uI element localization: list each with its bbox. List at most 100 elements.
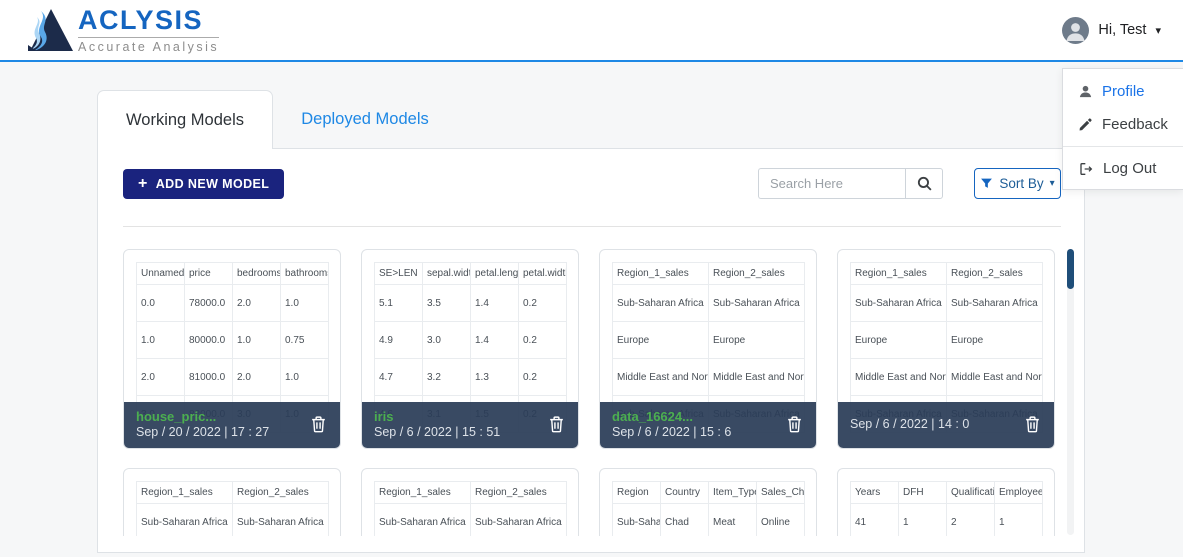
pencil-icon <box>1079 118 1092 131</box>
table-row: 1.0 80000.0 1.0 0.75 <box>136 321 329 359</box>
column-header: Region_1_sales <box>850 262 947 285</box>
table-row: Europe Europe <box>850 321 1043 359</box>
magnifier-icon <box>917 176 932 191</box>
model-card[interactable]: Region_1_sales Region_2_sales Sub-Saharan… <box>361 468 579 536</box>
table-cell: 1.3 <box>470 358 519 396</box>
column-header: Region_2_sales <box>946 262 1043 285</box>
column-header: price <box>184 262 233 285</box>
column-header: Region_1_sales <box>374 481 471 504</box>
brand-title: ACLYSIS <box>78 6 220 38</box>
table-cell: Sub-Saharan Africa <box>612 284 709 322</box>
trash-icon[interactable] <box>309 414 328 434</box>
cards-scrollbar-thumb[interactable] <box>1067 249 1074 289</box>
table-cell: 80000.0 <box>184 321 233 359</box>
table-cell: 1.0 <box>232 321 281 359</box>
table-cell: 1.4 <box>470 284 519 322</box>
user-greeting: Hi, Test <box>1098 22 1147 38</box>
column-header: Unnamed: 0 <box>136 262 185 285</box>
brand-logo-icon <box>28 9 73 51</box>
table-cell: 0.2 <box>518 358 567 396</box>
trash-icon[interactable] <box>1023 414 1042 434</box>
column-header: SE>LEN <box>374 262 423 285</box>
dataset-preview-table: Region_1_sales Region_2_sales Sub-Saharan… <box>374 481 567 536</box>
tab-label: Deployed Models <box>301 110 429 128</box>
model-date: Sep / 6 / 2022 | 15 : 6 <box>612 425 732 439</box>
model-card[interactable]: Region_1_sales Region_2_sales Sub-Saharan… <box>123 468 341 536</box>
table-cell: Sub-Saharan Africa <box>374 503 471 536</box>
table-row: 0.0 78000.0 2.0 1.0 <box>136 284 329 322</box>
table-header-row: YearsDFHQualificationEmployeeNumber <box>850 481 1043 504</box>
table-cell: Middle East and North Africa <box>612 358 709 396</box>
table-cell: Sub-Saharan Africa <box>946 284 1043 322</box>
column-header: Region_2_sales <box>232 481 329 504</box>
table-cell: Middle East and North Africa <box>946 358 1043 396</box>
dataset-preview-table: YearsDFHQualificationEmployeeNumber 4112… <box>850 481 1043 536</box>
toolbar-divider <box>123 226 1061 227</box>
model-card[interactable]: YearsDFHQualificationEmployeeNumber 4112… <box>837 468 1055 536</box>
table-cell: Sub-Saharan Africa <box>612 503 661 536</box>
table-cell: Europe <box>946 321 1043 359</box>
model-card[interactable]: Region_1_sales Region_2_sales Sub-Saharan… <box>837 249 1055 449</box>
table-cell: 1.4 <box>470 321 519 359</box>
funnel-icon <box>981 178 993 188</box>
model-date: Sep / 6 / 2022 | 14 : 0 <box>850 417 970 431</box>
table-cell: 2 <box>946 503 995 536</box>
search-input[interactable] <box>758 168 905 199</box>
table-cell: Sub-Saharan Africa <box>470 503 567 536</box>
table-cell: 81000.0 <box>184 358 233 396</box>
model-card[interactable]: Unnamed: 0pricebedroomsbathrooms 0.07800… <box>123 249 341 449</box>
trash-icon[interactable] <box>785 414 804 434</box>
model-card-footer: Sep / 6 / 2022 | 14 : 0 <box>838 402 1054 448</box>
column-header: Region_2_sales <box>708 262 805 285</box>
model-card-meta: iris Sep / 6 / 2022 | 15 : 51 <box>374 405 500 443</box>
model-date: Sep / 20 / 2022 | 17 : 27 <box>136 425 270 439</box>
table-cell: 2.0 <box>232 284 281 322</box>
add-new-model-label: ADD NEW MODEL <box>155 177 270 191</box>
table-cell: 4.7 <box>374 358 423 396</box>
trash-icon[interactable] <box>547 414 566 434</box>
table-cell: Europe <box>708 321 805 359</box>
cards-scrollbar-track <box>1067 249 1074 535</box>
menu-item-feedback[interactable]: Feedback <box>1063 108 1183 141</box>
add-new-model-button[interactable]: + ADD NEW MODEL <box>123 169 285 199</box>
table-cell: 1.0 <box>280 358 329 396</box>
table-cell: 0.2 <box>518 284 567 322</box>
column-header: bedrooms <box>232 262 281 285</box>
user-dropdown-menu: Profile Feedback Log Out <box>1062 68 1183 190</box>
table-cell: 2.0 <box>232 358 281 396</box>
table-header-row: Region_1_sales Region_2_sales <box>136 481 329 504</box>
menu-item-profile[interactable]: Profile <box>1063 75 1183 108</box>
table-cell: Middle East and North Africa <box>708 358 805 396</box>
table-cell: 0.0 <box>136 284 185 322</box>
working-models-panel: + ADD NEW MODEL Sort By ▾ Unnamed: 0pric… <box>97 148 1085 553</box>
user-menu-trigger[interactable]: Hi, Test ▾ <box>1062 16 1161 44</box>
search-button[interactable] <box>905 168 943 199</box>
sort-by-button[interactable]: Sort By ▾ <box>974 168 1061 199</box>
person-icon <box>1079 85 1092 98</box>
table-cell: 3.5 <box>422 284 471 322</box>
model-card-meta: Sep / 6 / 2022 | 14 : 0 <box>850 405 969 443</box>
tab-working-models[interactable]: Working Models <box>97 90 273 149</box>
model-card-meta: house_pric... Sep / 20 / 2022 | 17 : 27 <box>136 405 269 443</box>
model-name: house_pric... <box>136 409 217 424</box>
plus-icon: + <box>138 175 148 192</box>
model-card[interactable]: Region_1_sales Region_2_sales Sub-Saharan… <box>599 249 817 449</box>
chevron-down-icon: ▾ <box>1049 178 1055 189</box>
table-cell: Online <box>756 503 805 536</box>
table-cell: Meat <box>708 503 757 536</box>
tab-deployed-models[interactable]: Deployed Models <box>277 90 453 149</box>
person-icon <box>1066 22 1085 41</box>
table-row: 2.0 81000.0 2.0 1.0 <box>136 358 329 396</box>
model-card-meta: data_16624... Sep / 6 / 2022 | 15 : 6 <box>612 405 731 443</box>
table-cell: 4.9 <box>374 321 423 359</box>
brand-logo[interactable]: ACLYSIS Accurate Analysis <box>26 6 220 54</box>
table-cell: 3.2 <box>422 358 471 396</box>
column-header: Sales_Channel <box>756 481 805 504</box>
column-header: Region <box>612 481 661 504</box>
model-card[interactable]: SE>LENsepal.widthpetal.lengthpetal.width… <box>361 249 579 449</box>
menu-item-logout[interactable]: Log Out <box>1063 152 1183 185</box>
